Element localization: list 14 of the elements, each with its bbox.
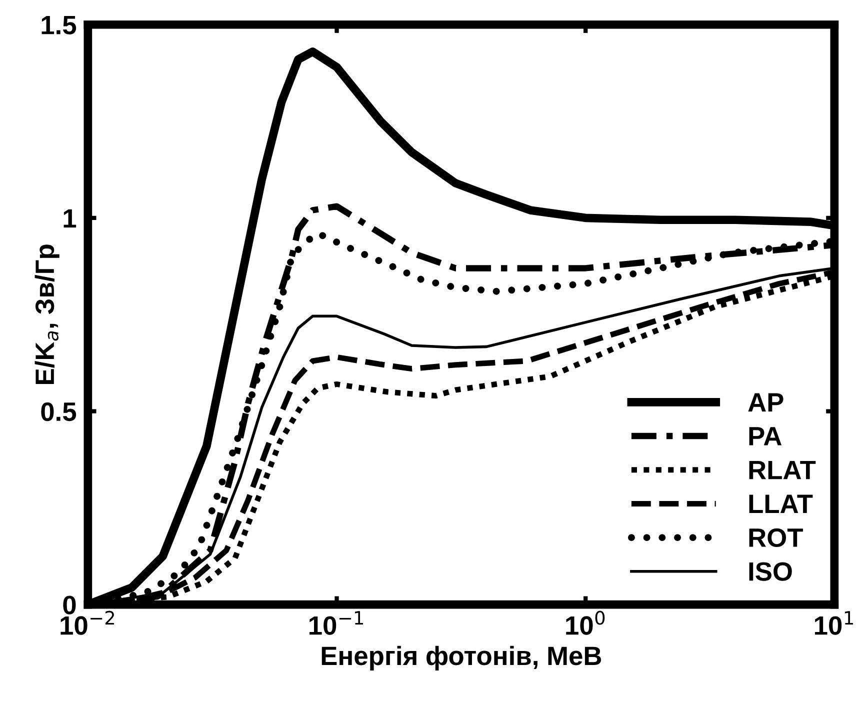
y-tick-label: 1.5	[42, 16, 76, 34]
legend-label: LLAT	[749, 494, 813, 513]
x-tick-label: 10$^{0}$	[566, 610, 605, 635]
legend-label: AP	[748, 393, 784, 412]
x-axis-title: Енергія фотонів, МеВ	[322, 646, 602, 670]
y-axis-title: E/K$_{a}$, Зв/Гр	[34, 244, 60, 384]
x-tick-label: 10$^{1}$	[814, 611, 853, 635]
legend-label: RLAT	[749, 460, 816, 480]
x-tick-label: 10$^{−1}$	[310, 611, 363, 635]
legend-label: ROT	[749, 528, 803, 548]
y-tick-label: 1	[64, 209, 76, 228]
legend-label: PA	[749, 427, 782, 446]
legend-label: ISO	[749, 562, 792, 581]
y-tick-label: 0.5	[41, 402, 76, 422]
